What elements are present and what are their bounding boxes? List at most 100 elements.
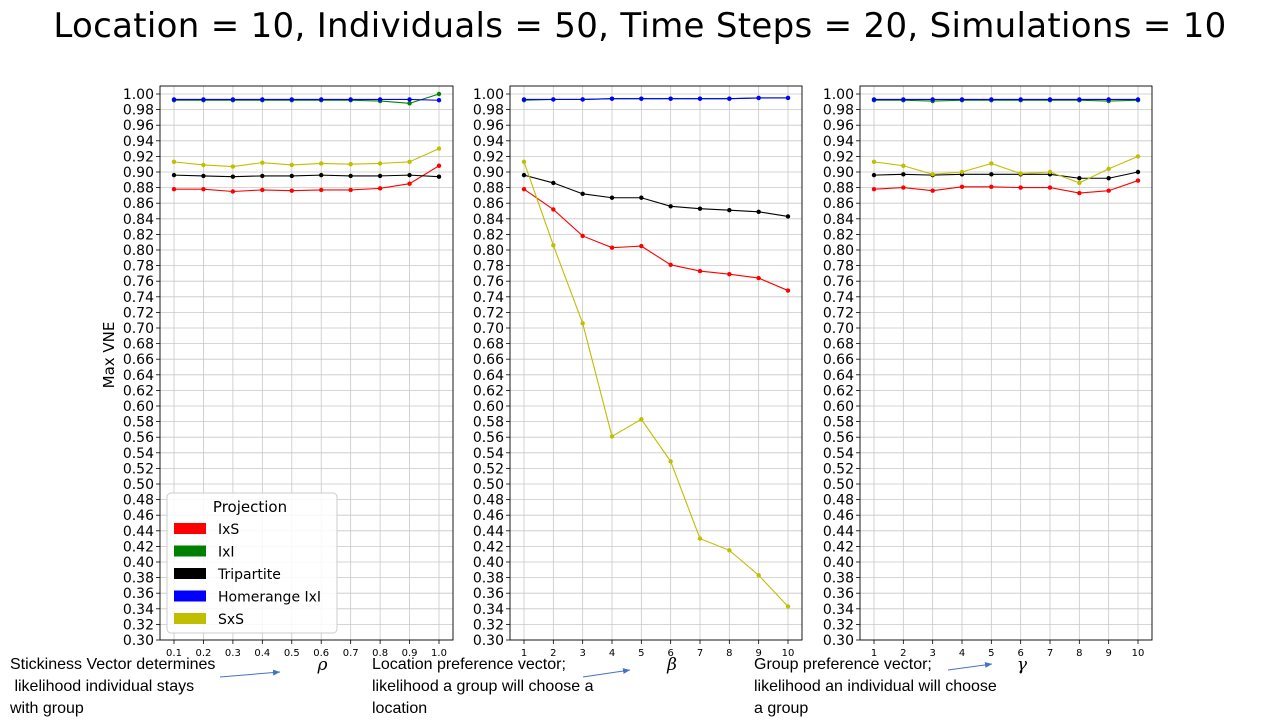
- data-point-homerange-ixi: [521, 97, 527, 102]
- y-tick-label: 0.60: [473, 399, 504, 415]
- y-tick-label: 0.38: [473, 571, 504, 587]
- data-point-ixs: [639, 243, 644, 249]
- y-tick-label: 0.46: [123, 508, 154, 524]
- series-line-homerange-ixi: [524, 97, 788, 101]
- x-tick-label: 10: [1132, 648, 1145, 659]
- y-tick-label: 0.32: [823, 617, 854, 633]
- series-line-tripartite: [173, 174, 440, 178]
- data-point-tripartite: [230, 174, 236, 179]
- y-tick-label: 0.38: [823, 571, 854, 587]
- y-tick-label: 0.52: [123, 461, 154, 477]
- data-point-ixs: [171, 186, 177, 192]
- y-tick-label: 0.82: [473, 227, 504, 243]
- data-point-ixs: [289, 188, 294, 193]
- legend-swatch: [174, 523, 206, 534]
- data-point-ixs: [580, 233, 585, 239]
- y-tick-label: 0.88: [473, 181, 504, 197]
- y-tick-label: 0.92: [823, 149, 854, 165]
- y-tick-label: 0.96: [123, 118, 154, 134]
- subplot-3: 0.300.320.340.360.380.400.420.440.460.48…: [823, 85, 1153, 675]
- y-tick-label: 0.36: [473, 586, 504, 602]
- y-tick-label: 0.70: [123, 321, 154, 337]
- data-point-ixs: [1135, 178, 1141, 183]
- series-line-sxs: [873, 155, 1139, 184]
- y-tick-label: 0.74: [473, 290, 504, 306]
- x-tick-label: 0.4: [254, 648, 270, 659]
- data-point-sxs: [1135, 154, 1141, 159]
- y-tick-label: 0.74: [823, 290, 854, 306]
- data-point-ixs: [1018, 185, 1023, 190]
- x-axis-label: γ: [1017, 655, 1028, 675]
- y-tick-label: 1.00: [123, 87, 154, 103]
- series-line-ixs: [174, 165, 440, 193]
- x-tick-label: 6: [1017, 648, 1023, 659]
- data-point-ixs: [930, 188, 935, 193]
- y-tick-label: 0.36: [123, 586, 154, 602]
- legend-entry-label: Tripartite: [217, 567, 281, 583]
- y-tick-label: 0.80: [123, 243, 154, 259]
- data-point-homerange-ixi: [871, 97, 877, 102]
- data-point-homerange-ixi: [727, 96, 732, 101]
- data-point-ixs: [260, 187, 265, 193]
- y-tick-label: 0.60: [123, 399, 154, 415]
- data-point-tripartite: [668, 204, 673, 209]
- data-point-tripartite: [260, 173, 265, 179]
- y-tick-label: 0.44: [123, 524, 154, 540]
- x-tick-label: 1: [521, 648, 527, 659]
- data-point-sxs: [1106, 166, 1111, 172]
- data-point-tripartite: [989, 172, 994, 177]
- data-point-ixs: [1047, 185, 1053, 190]
- data-point-ixs: [609, 245, 615, 250]
- data-point-ixs: [1077, 190, 1082, 196]
- data-point-homerange-ixi: [1047, 97, 1053, 102]
- data-point-sxs: [319, 161, 324, 166]
- legend-entry-label: SxS: [218, 612, 244, 628]
- y-tick-label: 0.86: [123, 196, 154, 212]
- x-tick-label: 0.2: [195, 648, 211, 659]
- legend-swatch: [174, 613, 206, 624]
- data-point-sxs: [436, 146, 442, 151]
- y-tick-label: 0.60: [823, 399, 854, 415]
- x-tick-label: 7: [697, 648, 703, 659]
- data-point-sxs: [901, 163, 906, 168]
- x-tick-label: 0.3: [225, 648, 241, 659]
- legend-box: [166, 492, 338, 634]
- annotation-arrow-3: [947, 661, 993, 671]
- y-tick-label: 0.68: [823, 337, 854, 353]
- data-point-homerange-ixi: [639, 96, 644, 101]
- x-tick-label: 1.0: [431, 648, 447, 659]
- y-tick-label: 0.52: [823, 461, 854, 477]
- data-point-sxs: [580, 321, 585, 326]
- data-point-homerange-ixi: [1018, 97, 1023, 102]
- y-tick-label: 0.68: [123, 337, 154, 353]
- y-tick-label: 0.84: [823, 212, 854, 228]
- data-point-homerange-ixi: [901, 97, 906, 102]
- x-axis-label: β: [666, 655, 677, 675]
- data-point-homerange-ixi: [201, 97, 206, 102]
- data-point-sxs: [171, 159, 177, 165]
- x-tick-label: 0.9: [402, 648, 418, 659]
- plot-frame: [509, 85, 803, 641]
- data-point-homerange-ixi: [436, 98, 442, 103]
- y-tick-label: 0.48: [123, 493, 154, 509]
- x-tick-label: 6: [667, 648, 673, 659]
- x-tick-label: 9: [755, 648, 761, 659]
- y-tick-label: 0.54: [473, 446, 504, 462]
- data-point-tripartite: [319, 172, 324, 178]
- data-point-sxs: [930, 172, 935, 177]
- y-tick-label: 0.82: [823, 227, 854, 243]
- data-point-homerange-ixi: [756, 95, 761, 101]
- subplot-2: 0.300.320.340.360.380.400.420.440.460.48…: [473, 85, 803, 675]
- y-tick-label: 0.76: [123, 274, 154, 290]
- data-point-ixs: [785, 288, 791, 293]
- data-point-sxs: [668, 459, 673, 464]
- data-point-sxs: [785, 604, 791, 609]
- data-point-tripartite: [1077, 176, 1082, 181]
- data-point-homerange-ixi: [1077, 97, 1082, 102]
- data-point-sxs: [1077, 180, 1082, 186]
- y-tick-label: 0.64: [473, 368, 504, 384]
- y-tick-label: 0.62: [473, 383, 504, 399]
- data-point-sxs: [289, 162, 294, 168]
- data-point-tripartite: [785, 214, 791, 219]
